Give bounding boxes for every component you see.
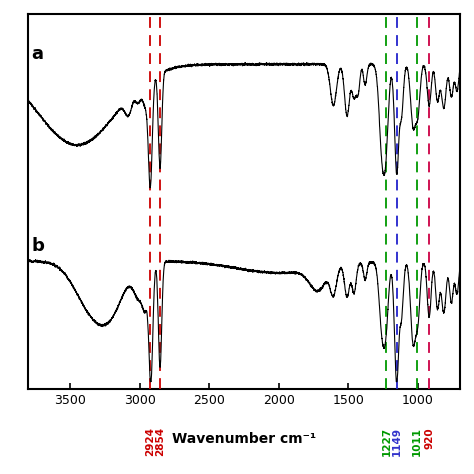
Text: b: b <box>31 237 44 255</box>
Text: 2924: 2924 <box>146 427 155 456</box>
X-axis label: Wavenumber cm⁻¹: Wavenumber cm⁻¹ <box>172 431 316 446</box>
Text: 2854: 2854 <box>155 427 165 456</box>
Text: 1227: 1227 <box>382 427 392 456</box>
Text: 920: 920 <box>424 427 434 449</box>
Text: 1149: 1149 <box>392 427 402 456</box>
Text: 1011: 1011 <box>411 427 421 456</box>
Text: a: a <box>31 45 43 63</box>
